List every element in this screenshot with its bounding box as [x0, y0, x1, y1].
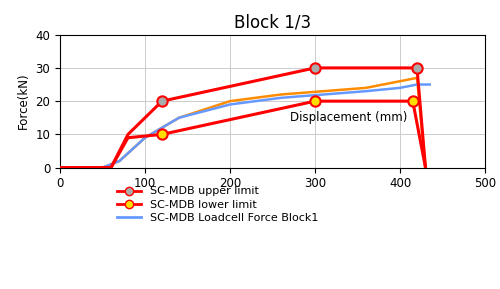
Point	[158, 99, 166, 103]
Point	[158, 132, 166, 137]
Legend: SC-MDB upper limit, SC-MDB lower limit, SC-MDB Loadcell Force Block1: SC-MDB upper limit, SC-MDB lower limit, …	[116, 186, 318, 223]
Point	[409, 99, 417, 103]
Point	[413, 66, 421, 70]
Text: Displacement (mm): Displacement (mm)	[290, 111, 408, 124]
Point	[311, 99, 319, 103]
Y-axis label: Force(kN): Force(kN)	[17, 73, 30, 129]
Title: Block 1/3: Block 1/3	[234, 14, 311, 32]
Point	[311, 66, 319, 70]
